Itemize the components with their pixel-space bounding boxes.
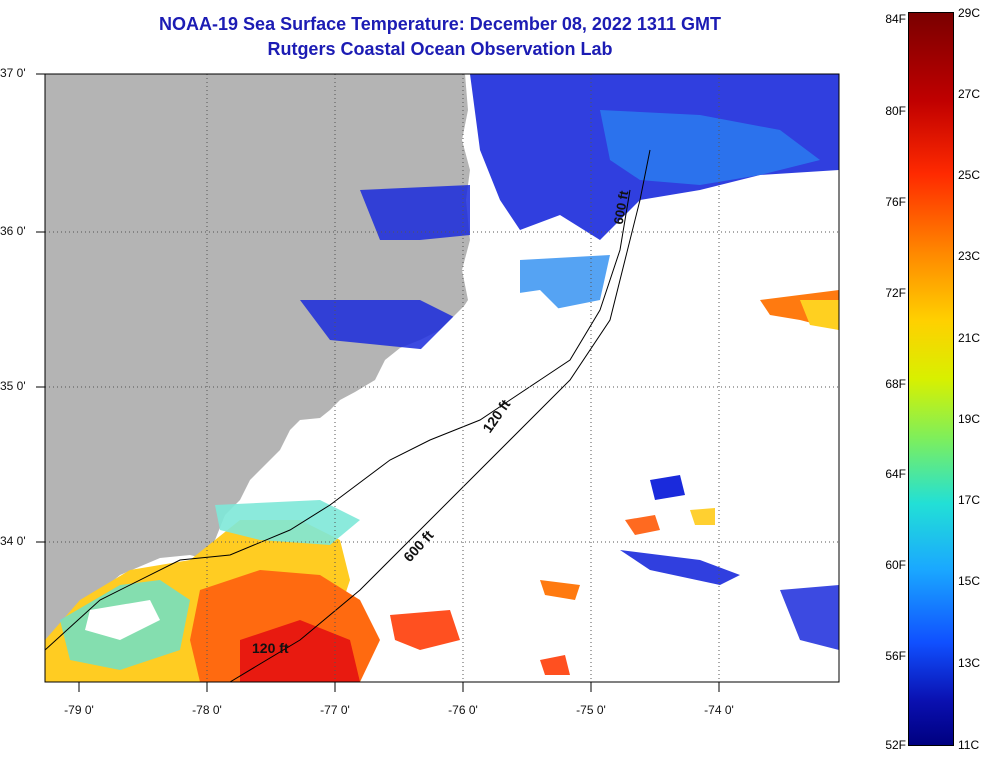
colorbar-f-label: 72F [885,286,906,300]
map-subtitle: Rutgers Coastal Ocean Observation Lab [267,39,613,59]
contour-label: 120 ft [252,640,289,656]
lat-label: 37 0' [0,66,26,80]
colorbar-c-label: 19C [958,412,981,426]
colorbar-f-label: 56F [885,649,906,663]
temperature-colorbar [908,12,954,746]
lat-label: 35 0' [0,379,26,393]
colorbar-f-label: 52F [885,738,906,752]
colorbar-c-label: 21C [958,331,981,345]
lat-label: 34 0' [0,534,26,548]
colorbar-f-label: 60F [885,558,906,572]
colorbar-c-label: 29C [958,6,981,20]
colorbar-c-label: 23C [958,249,981,263]
lon-label: -78 0' [192,703,222,717]
lat-label: 36 0' [0,224,26,238]
land-mass [45,74,470,660]
colorbar-f-label: 84F [885,12,906,26]
lon-label: -75 0' [576,703,606,717]
colorbar-f-label: 64F [885,467,906,481]
colorbar-c-label: 13C [958,656,981,670]
colorbar-f-label: 68F [885,377,906,391]
lon-label: -76 0' [448,703,478,717]
colorbar-c-label: 15C [958,574,981,588]
colorbar-c-label: 25C [958,168,981,182]
colorbar-c-label: 27C [958,87,981,101]
colorbar-f-label: 76F [885,195,906,209]
lon-label: -77 0' [320,703,350,717]
colorbar-c-label: 17C [958,493,981,507]
colorbar-c-label: 11C [958,738,980,752]
contour-120ft [45,189,631,651]
contour-600ft [229,149,651,682]
colorbar-f-label: 80F [885,104,906,118]
lon-label: -79 0' [64,703,94,717]
map-title: NOAA-19 Sea Surface Temperature: Decembe… [159,14,721,34]
lon-label: -74 0' [704,703,734,717]
